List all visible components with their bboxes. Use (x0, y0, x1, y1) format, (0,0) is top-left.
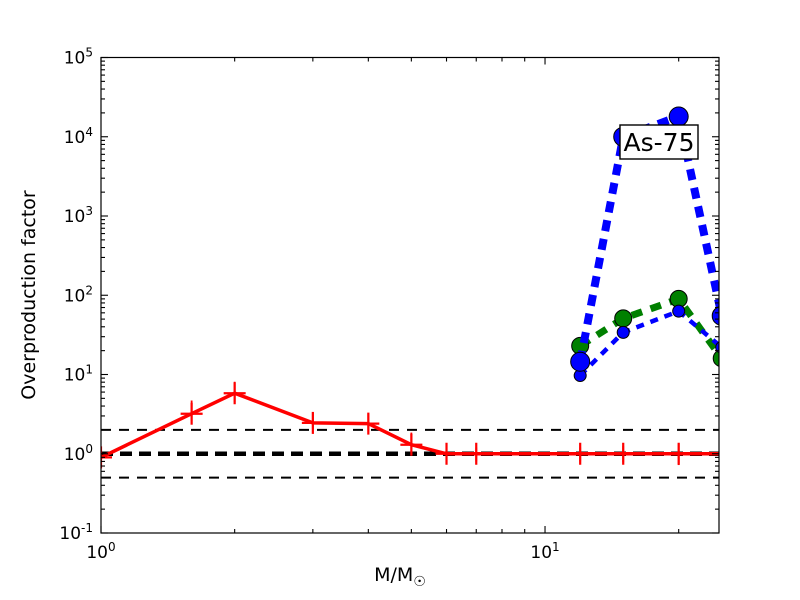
y-tick-label-base: 10 (59, 524, 81, 544)
series-massive-blue-thin-dashed (573, 304, 719, 383)
y-tick-label-exponent: 5 (85, 46, 93, 60)
y-tick-label-exponent: 3 (85, 204, 93, 218)
y-tick-label: 105 (64, 46, 93, 69)
series-massive-green-thick-dashed (571, 289, 719, 367)
series-group (101, 106, 719, 469)
y-tick-label-base: 10 (64, 366, 86, 386)
marker-circle (715, 341, 719, 354)
y-axis-label: Overproduction factor (18, 190, 40, 400)
series-line-massive-green-thick-dashed (578, 294, 719, 361)
y-tick-label-base: 10 (64, 445, 86, 465)
y-tick-label: 103 (64, 204, 93, 227)
x-tick-label-exponent: 0 (108, 540, 116, 554)
marker-circle (614, 309, 633, 328)
x-axis-label-main: M/M (374, 564, 413, 586)
sun-symbol: ☉ (413, 574, 426, 590)
y-tick-label-base: 10 (64, 49, 86, 69)
y-tick-label-exponent: 1 (85, 363, 93, 377)
marker-circle (570, 351, 591, 372)
x-tick-label-base: 10 (530, 543, 552, 563)
y-tick-label-exponent: 4 (85, 125, 93, 139)
annotation-as75: As-75 (619, 124, 699, 160)
y-tick-label: 100 (64, 442, 93, 465)
x-axis-label: M/M☉ (374, 564, 426, 590)
marker-circle (616, 325, 630, 339)
x-tick-label-base: 10 (86, 543, 108, 563)
series-line-massive-blue-thick-dashed (576, 111, 719, 363)
annotation-box (619, 124, 699, 160)
x-tick-label-exponent: 1 (552, 540, 560, 554)
x-tick-label: 101 (530, 540, 559, 563)
y-tick-label-exponent: -1 (81, 521, 93, 535)
marker-circle (672, 304, 686, 318)
y-tick-label-exponent: 0 (85, 442, 93, 456)
y-tick-label-base: 10 (64, 207, 86, 227)
series-low-mass-red-errorbar (101, 381, 719, 469)
x-tick-label: 100 (86, 540, 115, 563)
marker-circle (712, 349, 719, 367)
marker-circle (668, 106, 689, 127)
series-line-massive-blue-thin-dashed (578, 308, 719, 378)
marker-circle (711, 306, 719, 326)
y-tick-label-exponent: 2 (85, 283, 93, 297)
y-tick-label-base: 10 (64, 286, 86, 306)
y-tick-label: 102 (64, 283, 93, 306)
y-tick-label: 101 (64, 363, 93, 386)
annotation-label: As-75 (624, 128, 695, 157)
y-tick-label: 10-1 (59, 521, 93, 544)
y-tick-label: 104 (64, 125, 93, 148)
y-tick-label-base: 10 (64, 128, 86, 148)
